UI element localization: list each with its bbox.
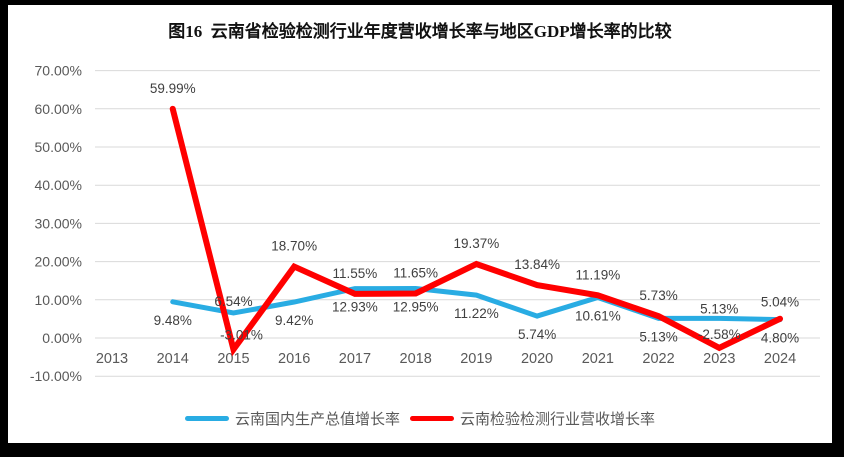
y-tick-label: 50.00%: [35, 139, 82, 155]
chart-legend: 云南国内生产总值增长率 云南检验检测行业营收增长率: [8, 398, 832, 438]
y-tick-label: 0.00%: [42, 330, 82, 346]
x-tick-label: 2017: [339, 351, 371, 367]
y-tick-label: 60.00%: [35, 101, 82, 117]
data-label: 12.95%: [393, 300, 439, 315]
data-label: 5.13%: [700, 301, 738, 316]
data-label: 59.99%: [150, 81, 196, 96]
x-tick-label: 2023: [703, 351, 735, 367]
data-label: 12.93%: [332, 300, 378, 315]
chart-area: 70.00% 60.00% 50.00% 40.00% 30.00% 20.00% 10.0…: [8, 46, 832, 398]
data-label: 10.61%: [575, 308, 621, 323]
data-label: -3.01%: [220, 327, 263, 342]
legend-label-industry-revenue-growth: 云南检验检测行业营收增长率: [460, 410, 656, 428]
x-tick-label: 2019: [460, 351, 492, 367]
y-tick-label: 10.00%: [35, 292, 82, 308]
y-tick-label: -10.00%: [30, 368, 82, 384]
x-tick-label: 2014: [157, 351, 189, 367]
data-label: 6.54%: [214, 294, 252, 309]
x-tick-label: 2015: [217, 351, 249, 367]
x-tick-label: 2013: [96, 351, 128, 367]
chart-title: 图16 云南省检验检测行业年度营收增长率与地区GDP增长率的比较: [168, 22, 672, 41]
data-label: 11.22%: [454, 306, 499, 321]
data-label: 9.42%: [275, 313, 313, 328]
legend-label-gdp-growth: 云南国内生产总值增长率: [234, 410, 400, 428]
data-label: 4.80%: [761, 331, 799, 346]
y-tick-label: 40.00%: [35, 177, 82, 193]
data-label: 5.13%: [639, 329, 677, 344]
data-labels-industry: 59.99% -3.01% 18.70% 11.55% 11.65% 19.37% 13.8…: [150, 81, 799, 343]
x-tick-label: 2018: [400, 351, 432, 367]
x-axis-labels: 2013 2014 2015 2016 2017 2018 2019 2020 2021 2022…: [96, 351, 796, 367]
data-label: 19.37%: [453, 236, 499, 251]
x-tick-label: 2020: [521, 351, 553, 367]
data-label: 5.73%: [639, 288, 677, 303]
series-line-industry-revenue-growth: [169, 105, 784, 357]
x-tick-label: 2022: [642, 351, 674, 367]
legend-item-industry-revenue-growth: 云南检验检测行业营收增长率: [410, 408, 655, 429]
x-tick-label: 2021: [582, 351, 614, 367]
y-tick-label: 20.00%: [35, 254, 82, 270]
data-labels-gdp: 9.48% 6.54% 9.42% 12.93% 12.95% 11.22% 5.74% 10…: [154, 294, 800, 346]
series-line-gdp-growth: [170, 286, 783, 323]
legend-item-gdp-growth: 云南国内生产总值增长率: [184, 408, 400, 429]
y-axis-labels: 70.00% 60.00% 50.00% 40.00% 30.00% 20.00% 10.0…: [30, 63, 82, 385]
legend-line-swatch-blue: [184, 415, 229, 421]
data-label: 11.55%: [333, 266, 378, 281]
data-label: 11.19%: [575, 267, 620, 282]
y-tick-label: 30.00%: [35, 215, 82, 231]
data-label: 18.70%: [271, 239, 317, 254]
legend-line-swatch-red: [410, 415, 454, 421]
y-tick-label: 70.00%: [35, 63, 82, 79]
x-tick-label: 2024: [764, 351, 796, 367]
data-label: 9.48%: [154, 313, 192, 328]
x-tick-label: 2016: [278, 351, 310, 367]
data-label: 5.04%: [761, 295, 799, 310]
data-label: 5.74%: [518, 327, 556, 342]
data-label: -2.58%: [698, 327, 741, 342]
chart-card: 图16 云南省检验检测行业年度营收增长率与地区GDP增长率的比较 70.00% 6…: [8, 18, 832, 443]
gridlines: [95, 70, 820, 377]
data-label: 13.84%: [514, 257, 560, 272]
line-chart: 70.00% 60.00% 50.00% 40.00% 30.00% 20.00% 10.0…: [30, 63, 820, 385]
data-label: 11.65%: [393, 265, 438, 280]
